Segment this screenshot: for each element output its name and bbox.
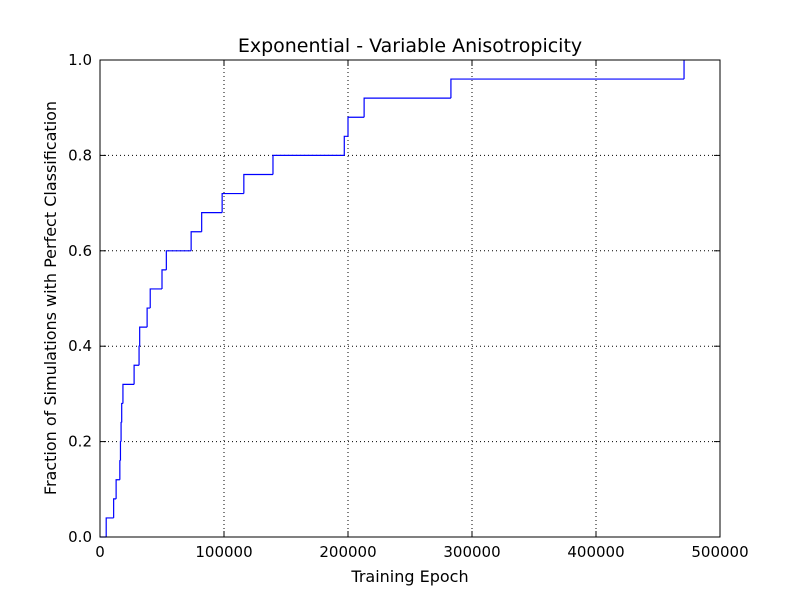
x-tick-label: 400000 xyxy=(567,543,624,561)
step-segment xyxy=(146,307,151,328)
y-tick-label: 0.0 xyxy=(68,528,92,546)
step-segment xyxy=(243,173,273,194)
step-segment xyxy=(363,97,451,118)
x-tick-label: 200000 xyxy=(319,543,376,561)
step-segment xyxy=(149,288,162,309)
y-tick-label: 1.0 xyxy=(68,51,92,69)
y-axis-label: Fraction of Simulations with Perfect Cla… xyxy=(41,101,60,495)
y-tick-label: 0.2 xyxy=(68,433,92,451)
step-segment xyxy=(139,326,148,347)
x-tick-label: 300000 xyxy=(443,543,500,561)
x-axis-label: Training Epoch xyxy=(350,567,468,586)
step-segment xyxy=(201,212,223,232)
step-segment xyxy=(138,345,140,366)
plot-frame xyxy=(99,59,721,538)
step-segment xyxy=(161,269,167,289)
step-segment xyxy=(105,517,114,537)
step-segment xyxy=(347,116,365,137)
y-tick-label: 0.6 xyxy=(68,242,92,260)
step-segment xyxy=(190,231,202,251)
step-segment xyxy=(133,364,140,385)
y-tick-label: 0.8 xyxy=(68,146,92,164)
step-segment xyxy=(221,192,244,213)
x-tick-label: 0 xyxy=(95,543,105,561)
y-tick-label: 0.4 xyxy=(68,337,92,355)
step-segment xyxy=(113,498,117,518)
x-tick-label: 100000 xyxy=(195,543,252,561)
step-segment xyxy=(343,135,348,156)
step-segment xyxy=(115,479,120,499)
step-segment xyxy=(120,421,122,442)
step-segment xyxy=(122,383,135,404)
step-segment xyxy=(272,154,345,175)
step-segment xyxy=(121,402,123,423)
chart-title: Exponential - Variable Anisotropicity xyxy=(238,35,582,57)
step-segment xyxy=(119,441,122,461)
step-segment xyxy=(165,250,192,270)
step-segment xyxy=(450,78,685,99)
step-segment xyxy=(119,460,121,480)
x-tick-label: 500000 xyxy=(691,543,748,561)
